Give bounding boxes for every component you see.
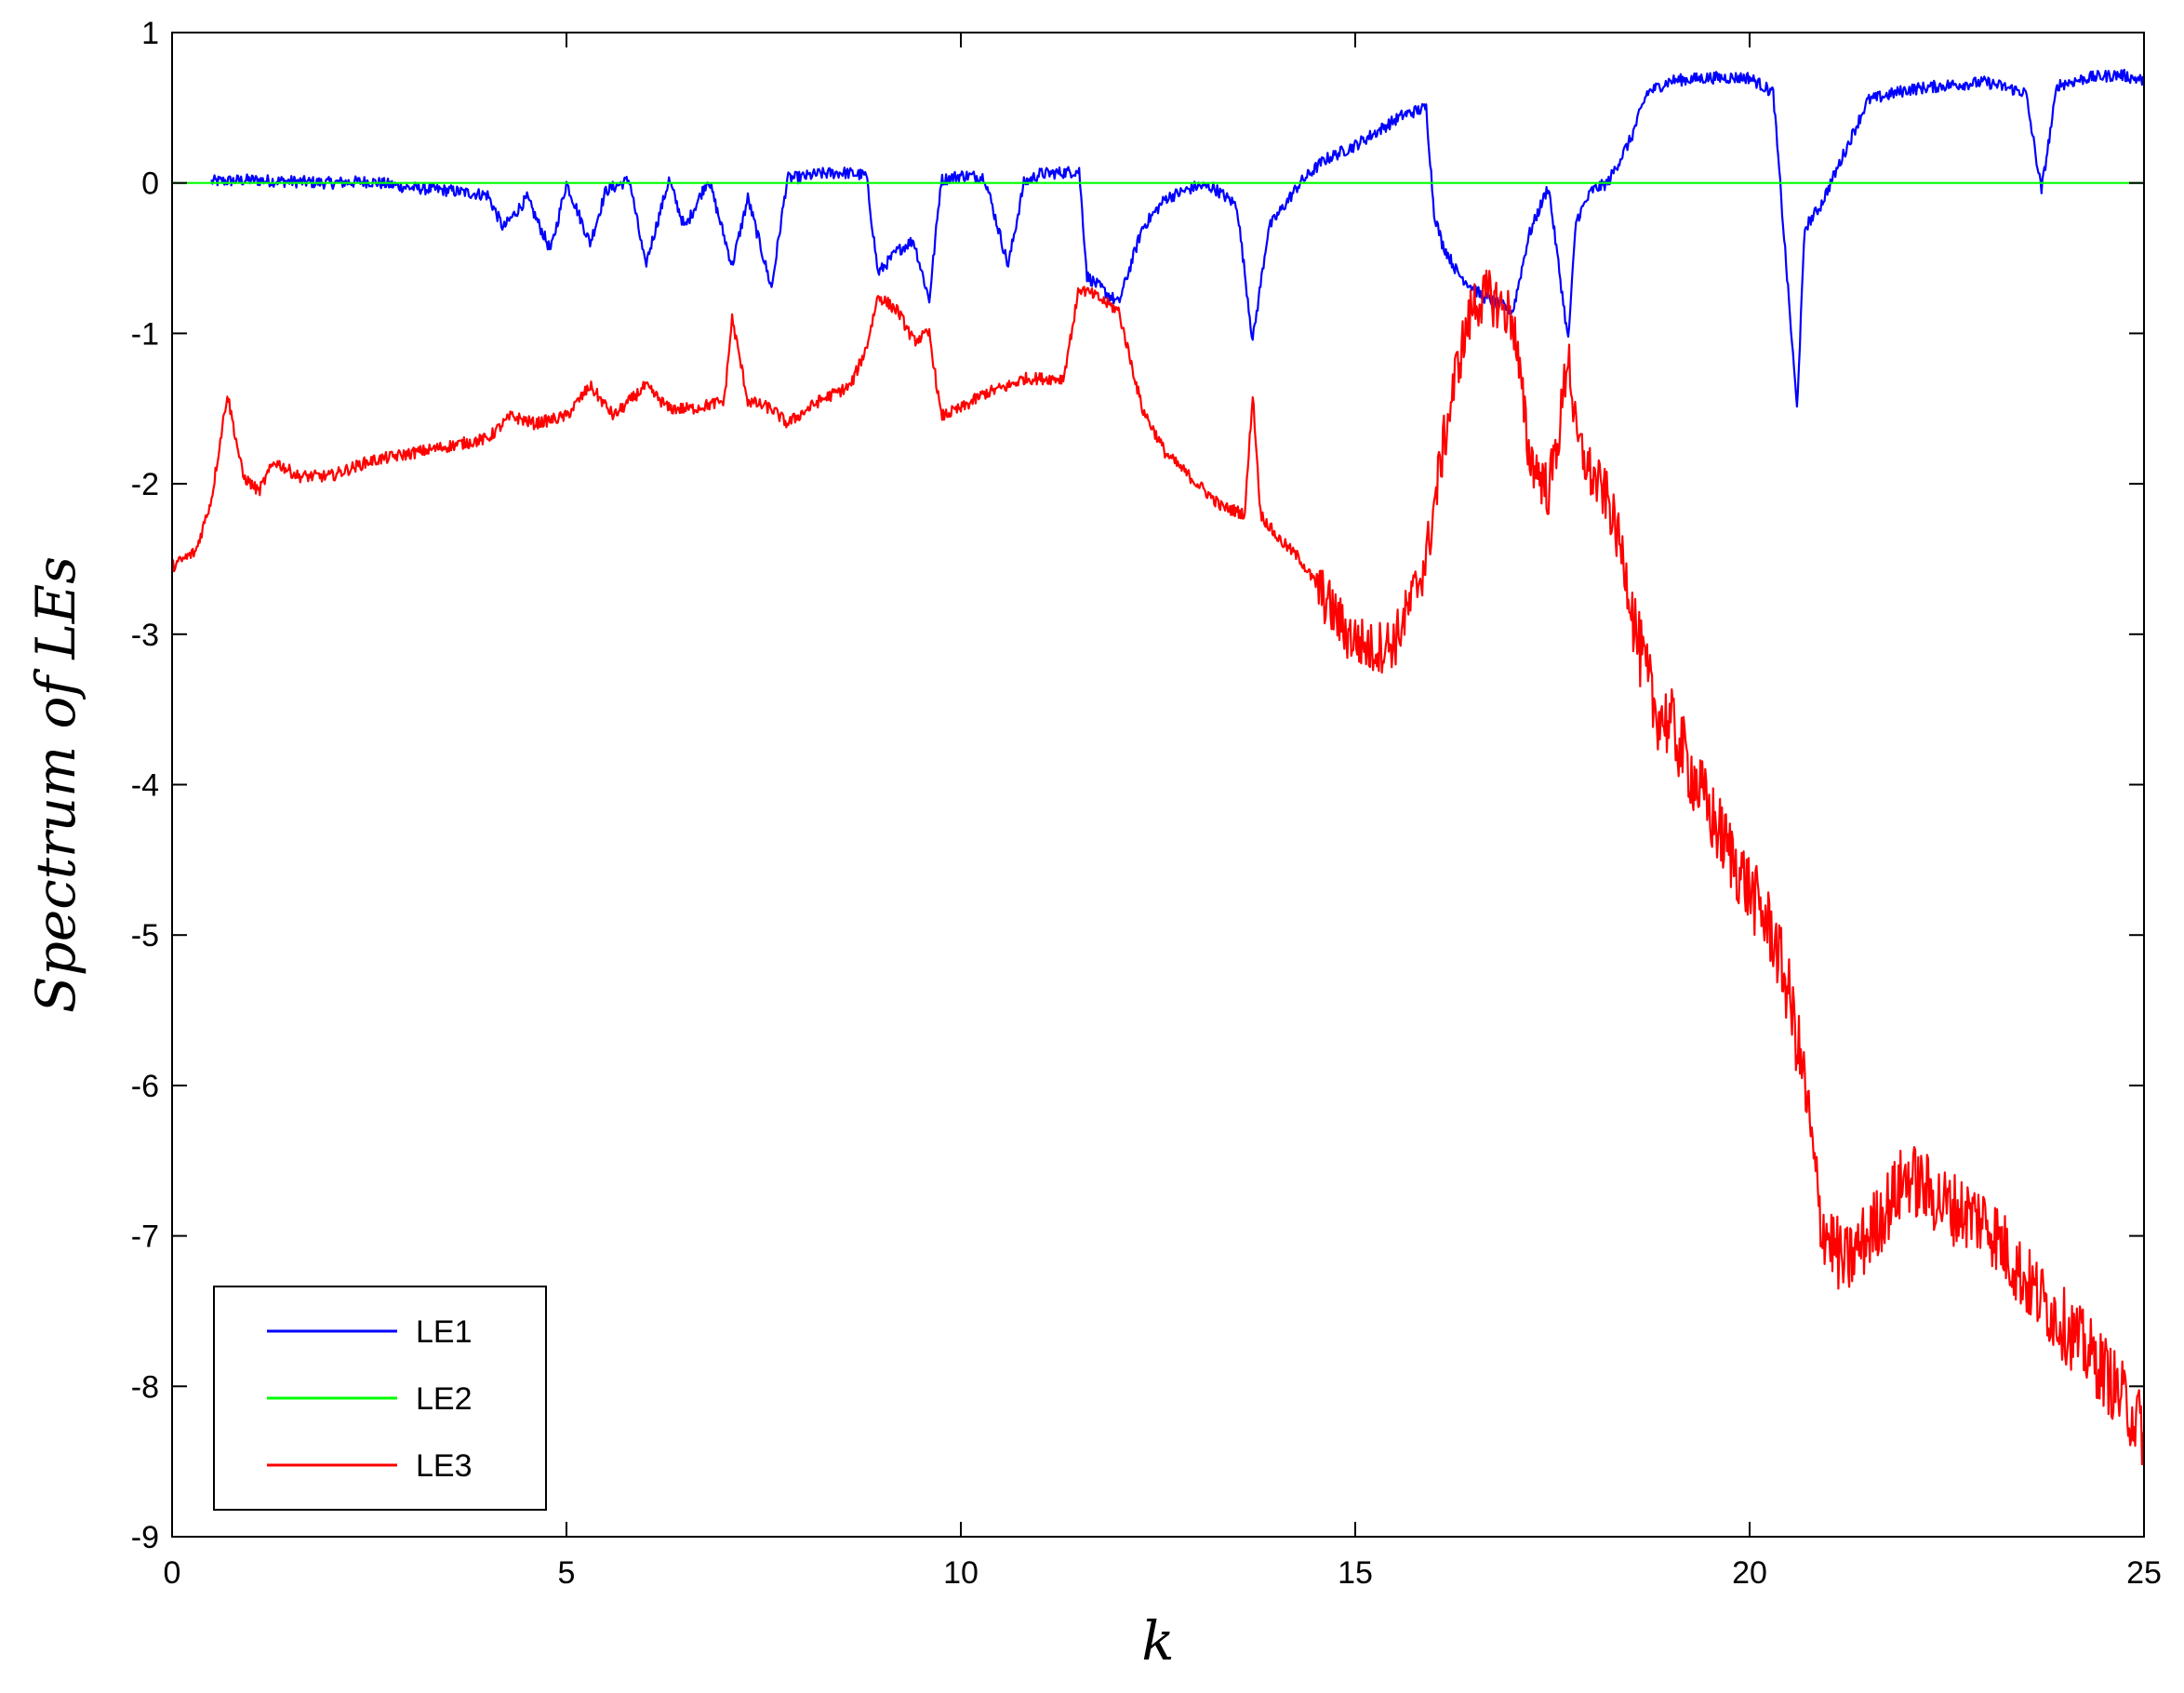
y-tick-label: -7 bbox=[131, 1220, 159, 1255]
ticks-layer: 0 5 10 15 20 25 -9 -8 -7 -6 -5 -4 -3 -2 -1 0 1 bbox=[131, 16, 2162, 1591]
y-tick-label: -8 bbox=[131, 1369, 159, 1405]
x-tick-label: 10 bbox=[943, 1555, 979, 1591]
x-tick-label: 15 bbox=[1338, 1555, 1373, 1591]
y-tick-label: 0 bbox=[141, 167, 159, 202]
y-tick-label: -9 bbox=[131, 1520, 159, 1555]
y-tick-label: -5 bbox=[131, 918, 159, 953]
series-line-le3 bbox=[171, 269, 2146, 1466]
y-tick-label: -6 bbox=[131, 1069, 159, 1104]
x-tick-label: 20 bbox=[1732, 1555, 1767, 1591]
legend-label-le1: LE1 bbox=[416, 1314, 473, 1350]
y-tick-label: -3 bbox=[131, 618, 159, 653]
y-tick-label: 1 bbox=[141, 16, 159, 51]
y-tick-label: -2 bbox=[131, 467, 159, 502]
legend: LE1 LE2 LE3 bbox=[213, 1286, 547, 1511]
y-tick-label: -4 bbox=[131, 768, 159, 804]
x-axis-title: k bbox=[1141, 1609, 1174, 1673]
legend-label-le2: LE2 bbox=[416, 1381, 473, 1417]
y-tick-label: -1 bbox=[131, 316, 159, 352]
y-axis-title: Spectrum of LEs bbox=[24, 556, 87, 1013]
legend-label-le3: LE3 bbox=[416, 1448, 473, 1484]
x-tick-label: 5 bbox=[558, 1555, 576, 1591]
x-tick-label: 25 bbox=[2126, 1555, 2162, 1591]
series-line-le1 bbox=[210, 68, 2146, 408]
series-layer bbox=[171, 68, 2146, 1466]
x-tick-label: 0 bbox=[164, 1555, 181, 1591]
